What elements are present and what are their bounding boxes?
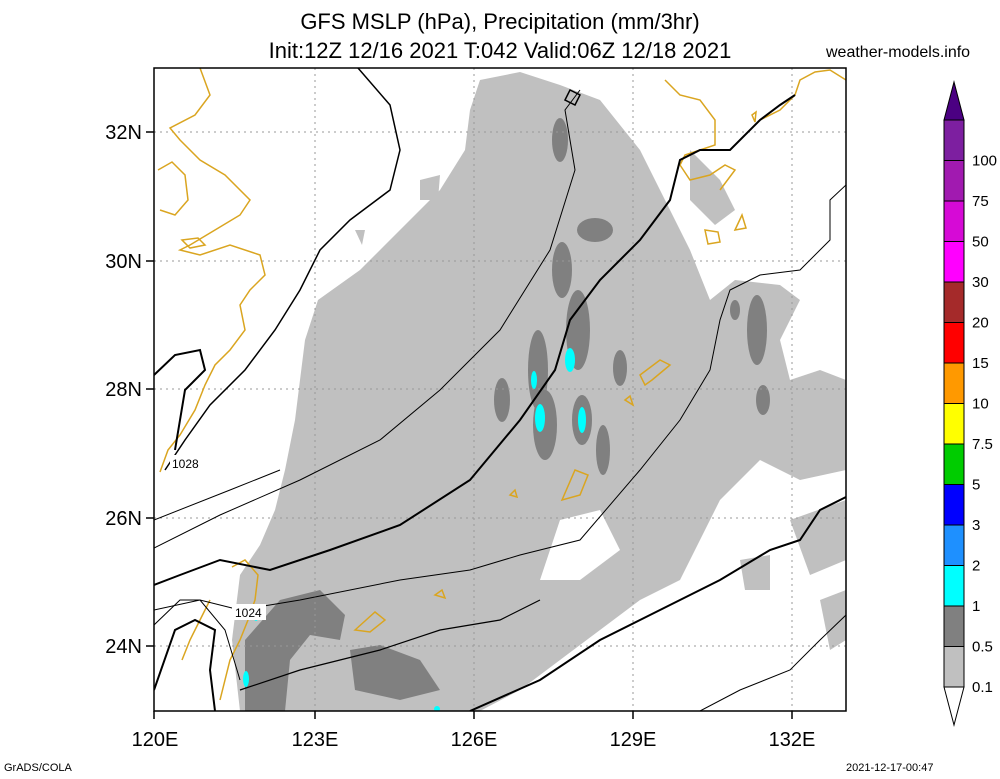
colorbar-swatch xyxy=(943,362,965,404)
colorbar-label: 10 xyxy=(972,396,989,413)
colorbar-label: 0.1 xyxy=(972,679,993,696)
lon-label-123e: 123E xyxy=(292,729,339,751)
lon-label-120e: 120E xyxy=(132,729,179,751)
map-area: 1028 1024 xyxy=(154,68,846,711)
tick-marks xyxy=(146,131,793,719)
colorbar-swatch xyxy=(943,524,965,566)
colorbar-swatch xyxy=(943,443,965,485)
lon-label-126e: 126E xyxy=(451,729,498,751)
chart-title: GFS MSLP (hPa), Precipitation (mm/3hr) xyxy=(300,9,700,34)
colorbar-label: 3 xyxy=(972,517,980,534)
colorbar-label: 0.5 xyxy=(972,639,993,656)
colorbar-label: 30 xyxy=(972,274,989,291)
colorbar: 100 75 50 30 20 15 10 7.5 5 3 2 1 0.5 0.1 xyxy=(943,80,997,727)
colorbar-label: 100 xyxy=(972,153,997,170)
colorbar-label: 75 xyxy=(972,193,989,210)
isobar-label-1028: 1028 xyxy=(172,457,199,471)
coastlines xyxy=(157,68,846,701)
chart-subtitle: Init:12Z 12/16 2021 T:042 Valid:06Z 12/1… xyxy=(268,38,732,63)
colorbar-swatch xyxy=(943,403,965,445)
isobars xyxy=(154,68,846,711)
lat-label-28n: 28N xyxy=(105,379,142,401)
colorbar-label: 7.5 xyxy=(972,436,993,453)
colorbar-top-arrow xyxy=(943,80,965,121)
footer-right: 2021-12-17-00:47 xyxy=(846,762,934,774)
colorbar-swatch xyxy=(943,119,965,161)
colorbar-label: 15 xyxy=(972,355,989,372)
colorbar-swatch xyxy=(943,241,965,283)
colorbar-swatch xyxy=(943,565,965,607)
colorbar-label: 1 xyxy=(972,598,980,615)
colorbar-swatch xyxy=(943,605,965,647)
colorbar-swatch xyxy=(943,281,965,323)
colorbar-swatch xyxy=(943,646,965,688)
colorbar-label: 2 xyxy=(972,558,980,575)
lat-label-24n: 24N xyxy=(105,636,142,658)
isobar-labels: 1028 1024 xyxy=(170,455,266,620)
colorbar-swatch xyxy=(943,200,965,242)
lat-label-32n: 32N xyxy=(105,122,142,144)
colorbar-bottom-arrow xyxy=(943,686,965,727)
lat-labels: 32N 30N 28N 26N 24N xyxy=(105,122,142,658)
colorbar-label: 5 xyxy=(972,477,980,494)
lat-label-30n: 30N xyxy=(105,251,142,273)
lon-label-129e: 129E xyxy=(610,729,657,751)
colorbar-swatch xyxy=(943,484,965,526)
lon-labels: 120E 123E 126E 129E 132E xyxy=(132,729,816,751)
lon-label-132e: 132E xyxy=(769,729,816,751)
grid xyxy=(154,68,846,711)
lat-label-26n: 26N xyxy=(105,508,142,530)
site-label: weather-models.info xyxy=(826,44,971,61)
footer-left: GrADS/COLA xyxy=(4,762,72,774)
colorbar-label: 20 xyxy=(972,315,989,332)
colorbar-label: 50 xyxy=(972,234,989,251)
colorbar-swatch xyxy=(943,322,965,364)
colorbar-swatch xyxy=(943,160,965,202)
isobar-label-1024: 1024 xyxy=(235,606,262,620)
